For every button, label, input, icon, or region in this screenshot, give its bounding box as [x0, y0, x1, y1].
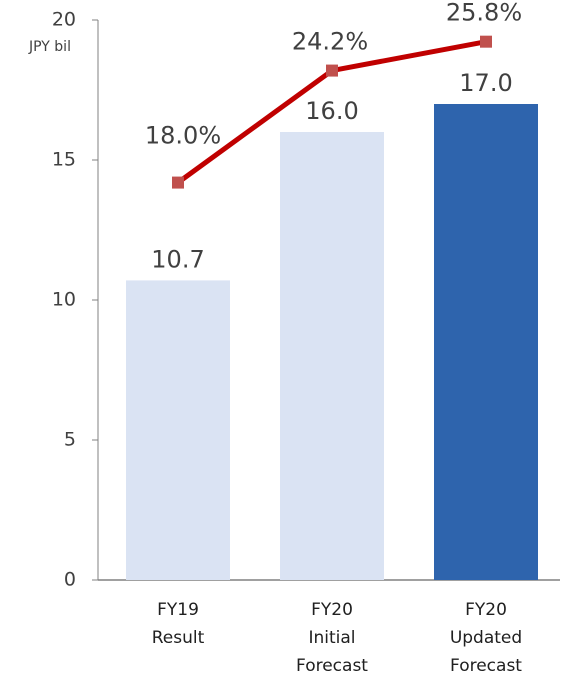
- x-tick-label: FY20 Initial Forecast: [296, 600, 368, 676]
- y-tick-label: 5: [64, 429, 76, 451]
- bar-value-label: 17.0: [459, 69, 512, 97]
- line-value-label: 25.8%: [446, 0, 522, 27]
- bar: [434, 104, 538, 580]
- x-tick-label: FY19 Result: [151, 600, 205, 648]
- bar: [280, 132, 384, 580]
- bar-value-label: 10.7: [151, 245, 204, 273]
- line-value-label: 18.0%: [145, 122, 221, 150]
- line-marker: [326, 64, 338, 77]
- x-tick-label: FY20 Updated Forecast: [449, 600, 523, 676]
- line-marker: [480, 35, 492, 48]
- line-value-label: 24.2%: [292, 28, 368, 56]
- y-unit-label: JPY bil: [28, 39, 71, 55]
- y-tick-label: 0: [64, 569, 76, 591]
- y-tick-label: 15: [52, 149, 76, 171]
- bar: [126, 280, 230, 580]
- line-marker: [172, 176, 184, 189]
- bar-value-label: 16.0: [305, 97, 358, 125]
- y-tick-label: 20: [52, 9, 76, 31]
- y-tick-label: 10: [52, 289, 76, 311]
